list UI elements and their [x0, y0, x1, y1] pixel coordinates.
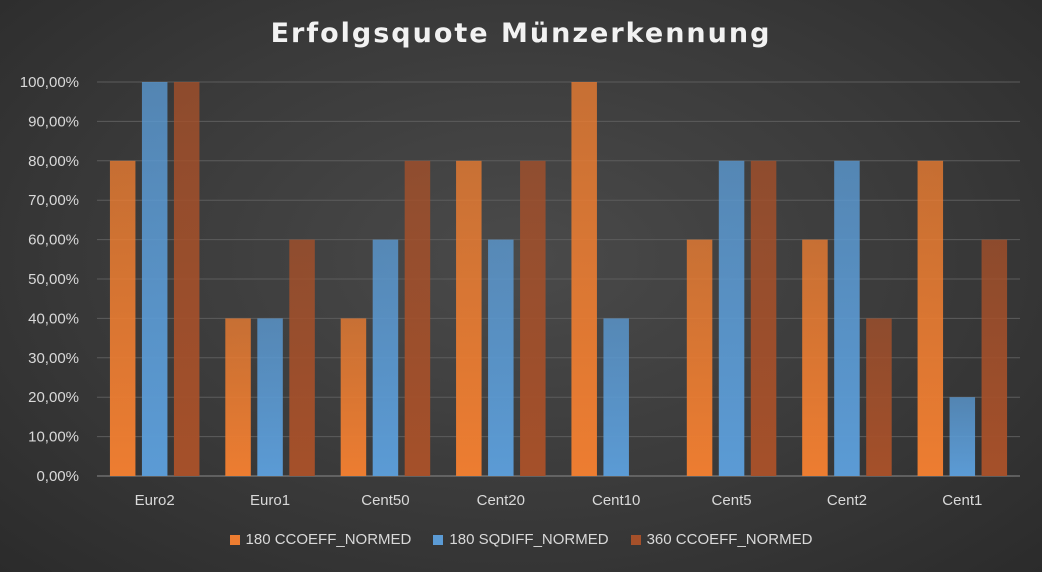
bar [802, 239, 828, 476]
chart-title: Erfolgsquote Münzerkennung [270, 18, 772, 49]
y-tick-label: 40,00% [28, 310, 79, 327]
x-tick-label: Cent5 [712, 492, 752, 509]
bar [686, 239, 713, 476]
bar [141, 82, 168, 476]
bar [456, 160, 482, 477]
bar [340, 318, 367, 476]
legend-label: 180 CCOEFF_NORMED [245, 531, 412, 548]
bar [603, 318, 629, 476]
x-tick-label: Euro1 [250, 492, 290, 509]
bar [173, 82, 200, 476]
y-tick-label: 70,00% [28, 192, 79, 209]
legend-swatch [630, 534, 641, 545]
y-tick-label: 30,00% [28, 350, 79, 367]
legend-item: 360 CCOEFF_NORMED [630, 531, 813, 548]
bar [372, 239, 399, 476]
y-tick-label: 50,00% [28, 271, 79, 288]
x-tick-label: Cent2 [827, 492, 867, 509]
bar [834, 160, 860, 477]
legend-item: 180 SQDIFF_NORMED [433, 531, 609, 548]
x-tick-label: Euro2 [135, 492, 175, 509]
x-tick-label: Cent1 [942, 492, 982, 509]
bar [949, 397, 976, 476]
bar [750, 160, 777, 477]
bar [866, 318, 892, 476]
y-tick-label: 90,00% [28, 113, 79, 130]
legend: 180 CCOEFF_NORMED 180 SQDIFF_NORMED 360 CC… [0, 531, 1042, 548]
bar [488, 239, 514, 476]
bar [571, 82, 597, 476]
bar [225, 318, 251, 476]
legend-swatch [433, 534, 444, 545]
y-tick-label: 0,00% [36, 468, 79, 485]
x-tick-label: Cent20 [477, 492, 525, 509]
x-tick-label: Cent50 [361, 492, 409, 509]
bar [718, 160, 745, 477]
y-tick-label: 80,00% [28, 153, 79, 170]
bar [289, 239, 315, 476]
legend-item: 180 CCOEFF_NORMED [229, 531, 412, 548]
y-tick-label: 20,00% [28, 389, 79, 406]
bar [404, 160, 431, 477]
bar [109, 160, 136, 477]
bar [257, 318, 283, 476]
bar [981, 239, 1008, 476]
x-tick-label: Cent10 [592, 492, 640, 509]
legend-swatch [229, 534, 240, 545]
legend-label: 180 SQDIFF_NORMED [449, 531, 609, 548]
bar [917, 160, 944, 477]
bar [520, 160, 546, 477]
legend-label: 360 CCOEFF_NORMED [646, 531, 813, 548]
y-tick-label: 100,00% [20, 74, 79, 91]
y-tick-label: 10,00% [28, 429, 79, 446]
y-tick-label: 60,00% [28, 232, 79, 249]
